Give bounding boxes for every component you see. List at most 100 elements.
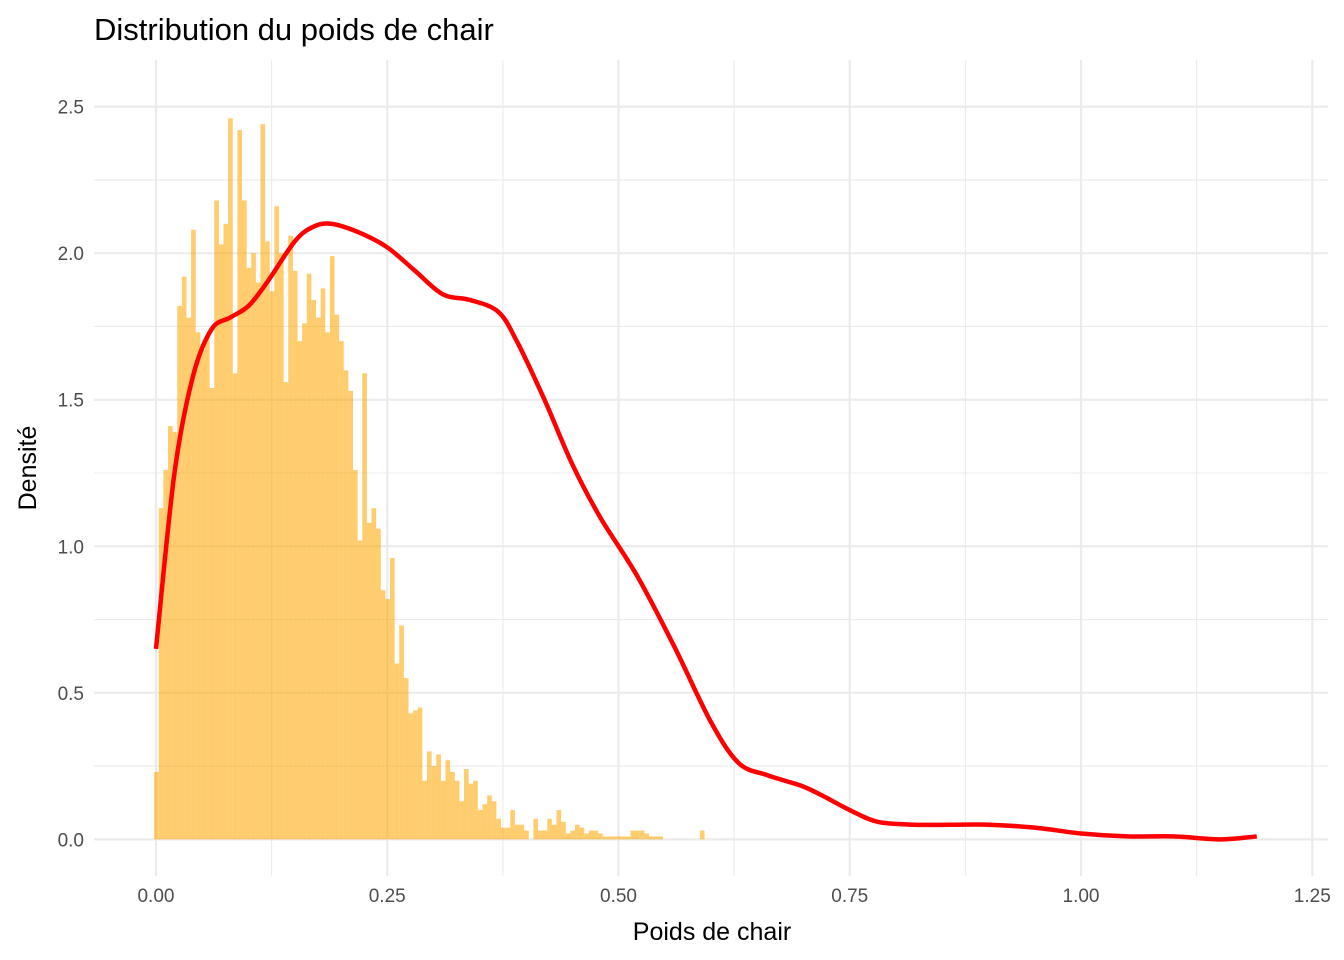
histogram-bar xyxy=(297,341,303,840)
histogram-bar xyxy=(501,827,506,840)
x-tick-label: 0.50 xyxy=(600,886,637,907)
histogram-bar xyxy=(533,818,539,840)
histogram-bar xyxy=(353,470,358,840)
histogram-bar xyxy=(547,818,552,840)
histogram-bar xyxy=(408,713,414,840)
histogram-bar xyxy=(450,771,455,840)
histogram-bar xyxy=(464,769,469,840)
histogram-bar xyxy=(366,522,372,840)
histogram-bar xyxy=(158,508,164,840)
histogram-bar xyxy=(602,836,608,840)
histogram-bar xyxy=(644,833,650,840)
histogram-bar xyxy=(570,830,576,840)
histogram-bar xyxy=(556,810,562,840)
x-axis-ticks: 0.00 0.25 0.50 0.75 1.00 1.25 xyxy=(137,886,1330,907)
histogram-bar xyxy=(181,276,187,840)
y-tick-label: 1.0 xyxy=(58,537,84,558)
histogram-bar xyxy=(214,200,219,840)
histogram-bar xyxy=(223,223,229,840)
histogram-bar xyxy=(616,836,622,840)
histogram-bar xyxy=(468,783,474,840)
histogram-bar xyxy=(551,824,557,840)
histogram-bar xyxy=(542,830,548,840)
histogram-bar xyxy=(630,830,636,840)
histogram-bar xyxy=(427,751,432,840)
histogram-bar xyxy=(200,349,206,840)
histogram-bar xyxy=(436,754,441,840)
histogram-bar xyxy=(177,305,182,840)
y-tick-label: 0.0 xyxy=(58,830,84,851)
histogram-bar xyxy=(343,370,349,840)
y-tick-label: 2.5 xyxy=(58,98,84,119)
histogram-bar xyxy=(440,780,446,840)
histogram-bar xyxy=(218,244,224,840)
histogram-bar xyxy=(584,833,589,840)
histogram-bar xyxy=(403,678,409,840)
histogram-bar xyxy=(274,206,280,840)
histogram-bar xyxy=(496,818,502,840)
histogram-bar xyxy=(639,830,645,840)
histogram-bar xyxy=(538,830,543,840)
histogram-bar xyxy=(473,780,478,840)
histogram-bar xyxy=(413,710,418,840)
histogram-bar xyxy=(348,390,354,840)
histogram-bar xyxy=(505,827,511,840)
histogram-bar xyxy=(251,253,256,840)
histogram-bar xyxy=(191,229,196,840)
histogram-bar xyxy=(288,235,293,840)
density-curve xyxy=(153,221,1257,842)
histogram-bar xyxy=(269,291,275,840)
histogram-bar xyxy=(431,766,437,840)
histogram-bar xyxy=(399,625,404,840)
histogram-bar xyxy=(260,124,266,840)
histogram-bar xyxy=(168,426,173,840)
histogram-bar xyxy=(653,836,659,840)
histogram-bars xyxy=(154,118,705,840)
histogram-bar xyxy=(228,118,233,840)
histogram-bar xyxy=(205,335,210,840)
histogram-bar xyxy=(316,317,321,840)
histogram-bar xyxy=(390,557,395,840)
y-tick-label: 2.0 xyxy=(58,244,84,265)
histogram-bar xyxy=(279,253,284,840)
histogram-bar xyxy=(186,317,192,840)
histogram-bar xyxy=(658,836,663,840)
histogram-bar xyxy=(306,273,312,840)
histogram-bar xyxy=(232,373,238,840)
histogram-bar xyxy=(477,810,483,840)
histogram-bar xyxy=(255,282,261,840)
histogram-bar xyxy=(394,663,400,840)
histogram-bar xyxy=(510,810,515,840)
x-tick-label: 1.00 xyxy=(1063,886,1100,907)
histogram-bar xyxy=(339,341,344,840)
histogram-bar xyxy=(621,836,626,840)
chart-title: Distribution du poids de chair xyxy=(94,12,494,47)
x-tick-label: 0.25 xyxy=(369,886,406,907)
histogram-bar xyxy=(575,824,580,840)
histogram-bar xyxy=(376,528,381,840)
histogram-bar xyxy=(325,332,330,840)
y-tick-label: 0.5 xyxy=(58,684,84,705)
histogram-bar xyxy=(385,599,391,840)
histogram-bar xyxy=(524,830,529,840)
histogram-bar xyxy=(357,540,363,840)
histogram-bar xyxy=(519,824,525,840)
histogram-bar xyxy=(649,836,654,840)
histogram-bar xyxy=(329,256,335,840)
histogram-bar xyxy=(154,771,159,840)
histogram-bar xyxy=(593,830,599,840)
histogram-bar xyxy=(209,388,215,840)
histogram-bar xyxy=(380,590,386,840)
histogram-bar xyxy=(172,431,178,840)
histogram-bar xyxy=(454,780,460,840)
histogram-bar xyxy=(491,801,497,840)
histogram-bar xyxy=(283,382,289,840)
histogram-bar xyxy=(625,836,631,840)
histogram-bar xyxy=(579,827,585,840)
histogram-bar xyxy=(482,804,488,840)
histogram-bar xyxy=(417,707,423,840)
y-axis-ticks: 0.0 0.5 1.0 1.5 2.0 2.5 xyxy=(58,98,84,852)
histogram-bar xyxy=(265,241,270,840)
histogram-bar xyxy=(242,200,247,840)
